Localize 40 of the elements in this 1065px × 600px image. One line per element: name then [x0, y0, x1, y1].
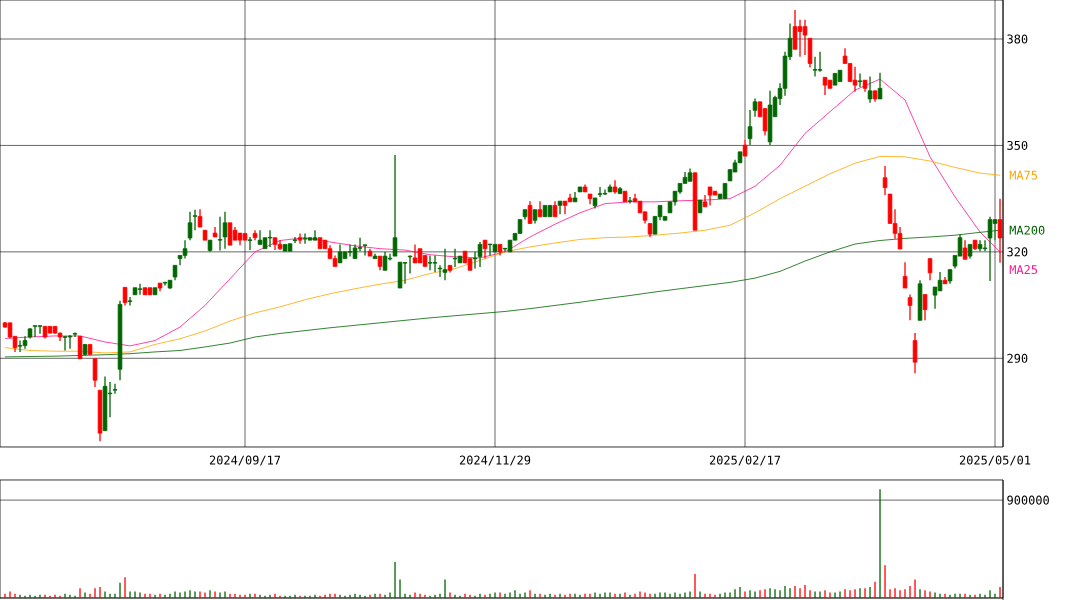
candlestick	[247, 236, 253, 251]
candlestick	[627, 196, 633, 205]
candlestick	[557, 200, 563, 215]
candlestick	[562, 200, 568, 215]
y-tick-label: 900000	[1007, 495, 1049, 505]
series-label: MA200	[1009, 225, 1045, 235]
candlestick	[907, 293, 913, 321]
candlestick	[962, 239, 968, 260]
candlestick	[927, 257, 933, 281]
y-tick-label: 290	[1007, 353, 1028, 363]
candlestick	[922, 293, 928, 321]
x-tick-label: 2025/02/17	[709, 455, 781, 466]
candlestick	[92, 358, 98, 388]
candlestick	[487, 243, 493, 257]
candlestick	[482, 239, 488, 260]
series-label: MA25	[1009, 265, 1038, 275]
candlestick	[902, 261, 908, 289]
y-tick-label: 380	[1007, 34, 1028, 44]
x-tick-label: 2025/05/01	[959, 455, 1031, 466]
line-series	[4, 78, 1001, 347]
candlestick	[302, 232, 308, 245]
candlestick	[997, 198, 1003, 264]
series-label: MA75	[1009, 170, 1038, 180]
y-tick-label: 320	[1007, 247, 1028, 257]
candlestick	[217, 216, 223, 252]
candlestick	[527, 200, 533, 225]
candlestick	[877, 72, 883, 100]
candlestick	[452, 248, 458, 268]
candlestick	[77, 335, 83, 360]
candlestick	[127, 296, 133, 307]
x-tick-label: 2024/11/29	[459, 455, 531, 466]
candlestick	[122, 286, 128, 307]
x-tick-label: 2024/09/17	[209, 455, 281, 466]
line-series	[4, 156, 1001, 354]
y-tick-label: 350	[1007, 140, 1028, 150]
candlestick	[297, 232, 303, 245]
candlestick	[867, 75, 873, 104]
candlestick	[912, 332, 918, 374]
candlestick	[292, 236, 298, 244]
candlestick	[857, 72, 863, 88]
